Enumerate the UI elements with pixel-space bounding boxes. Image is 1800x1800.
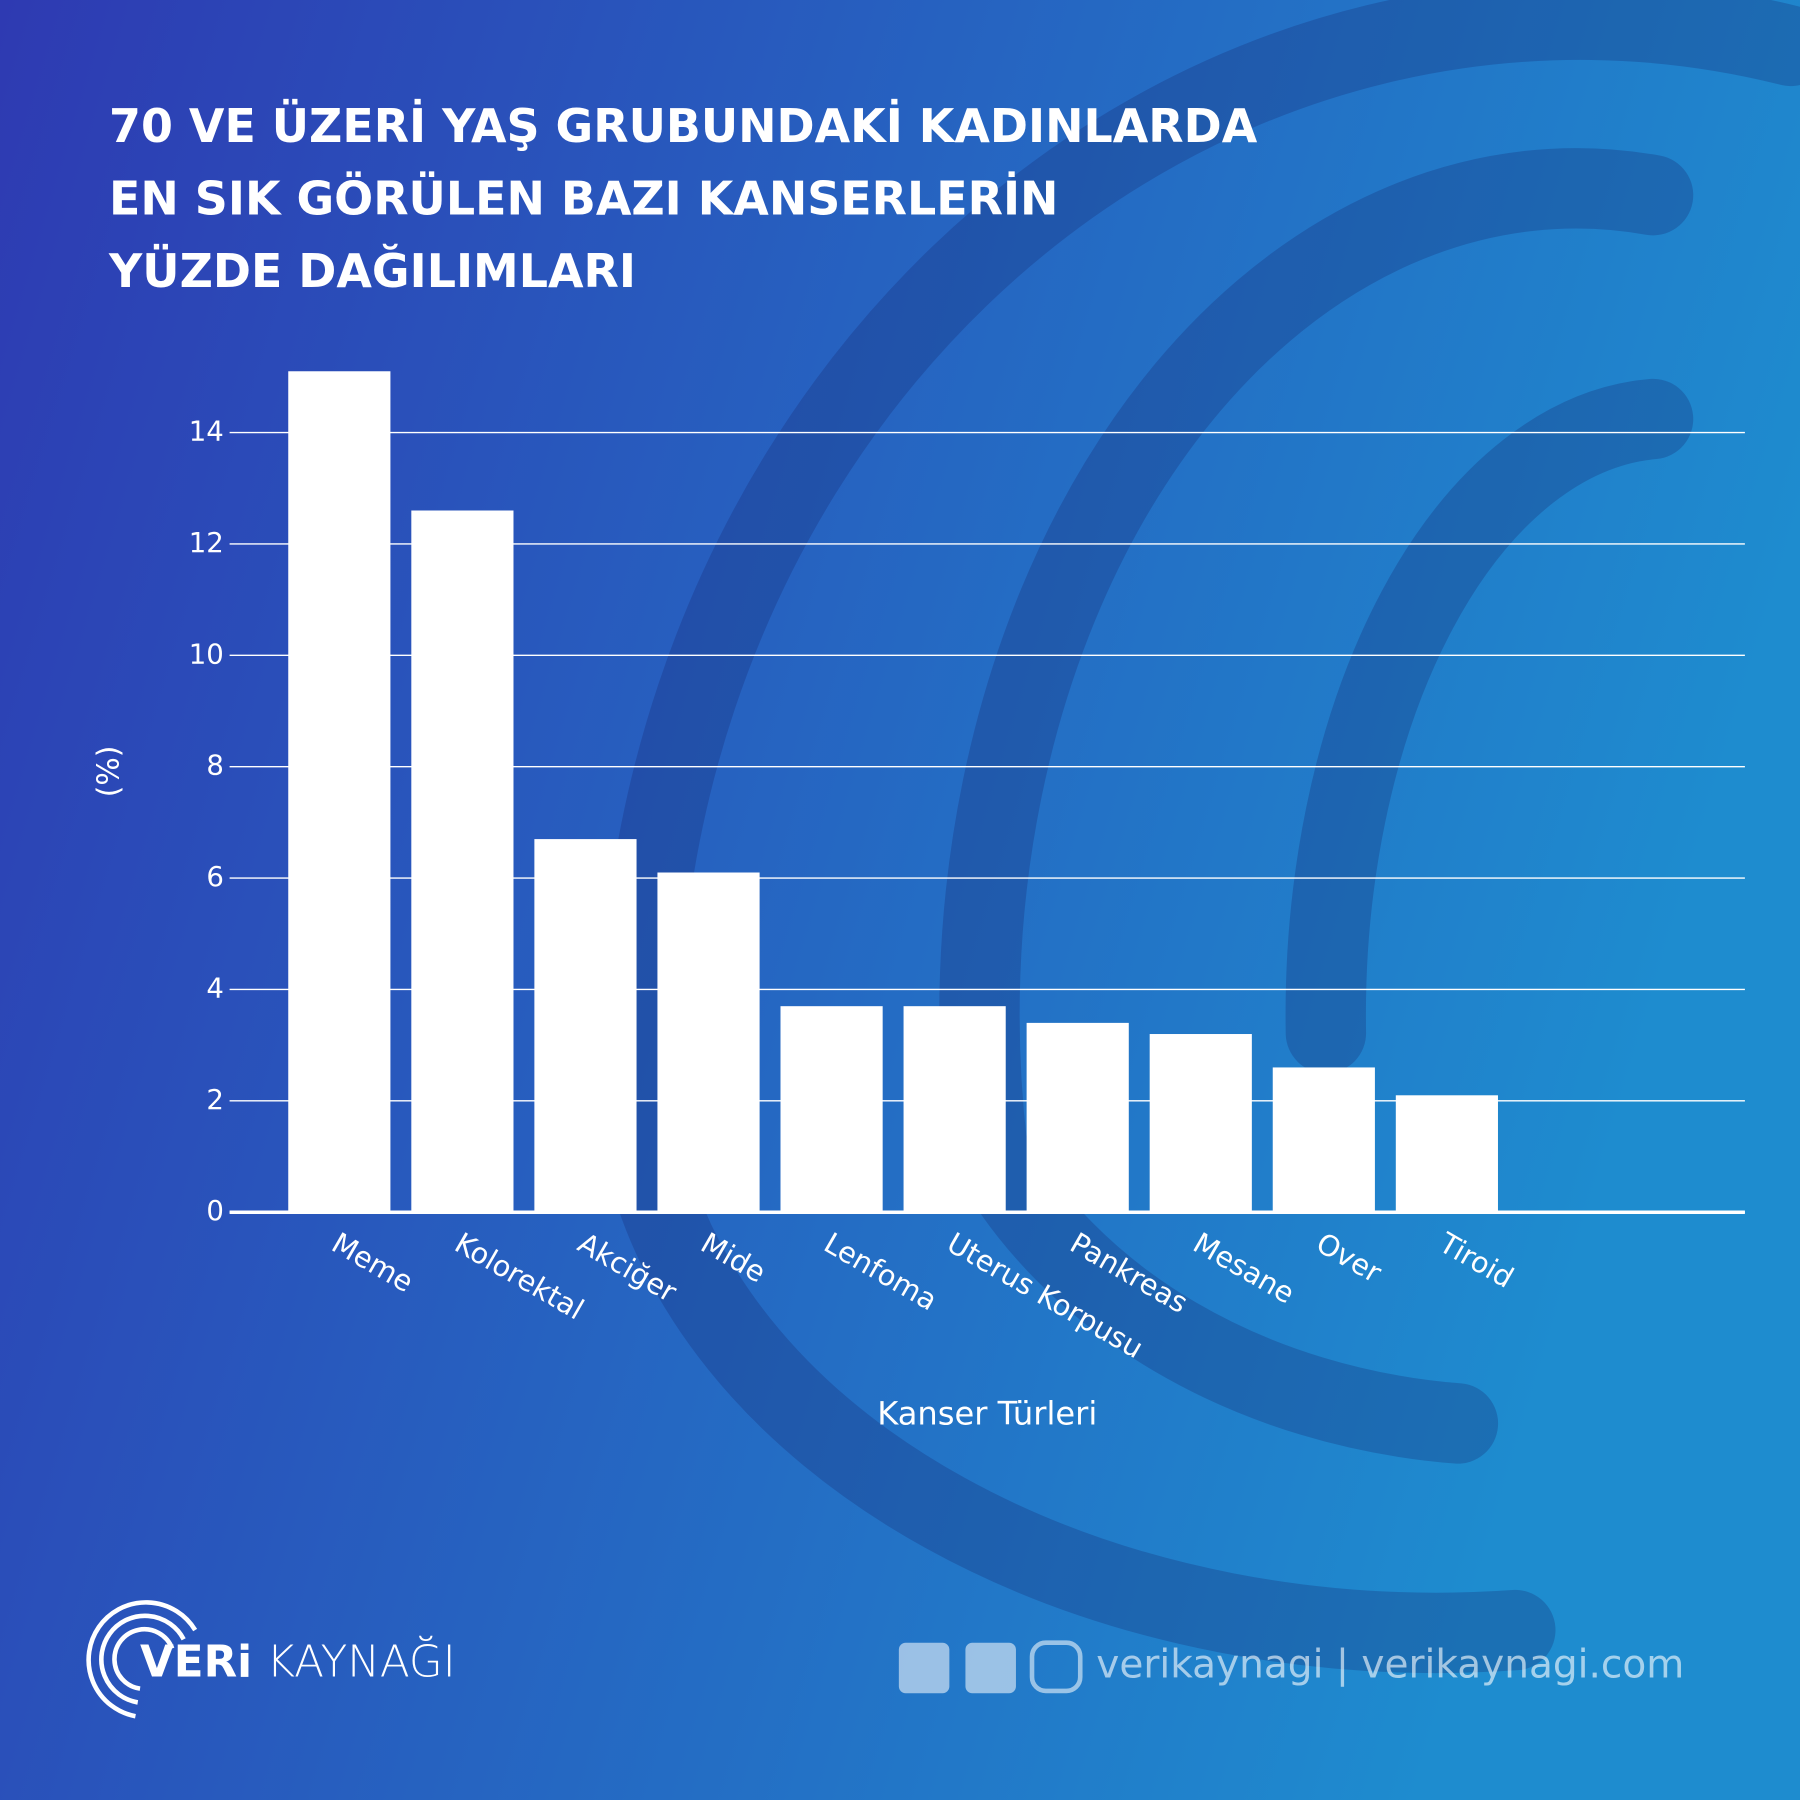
brand: KAYNAĞI (266, 1635, 455, 1688)
bar (903, 1006, 1006, 1213)
bar (1026, 1022, 1129, 1213)
y-tick-label: 14 (189, 416, 224, 448)
chart-title: 70 VE ÜZERİ YAŞ GRUBUNDAKİ KADINLARDA (109, 99, 1258, 153)
logo (86, 1600, 198, 1719)
brand: VERi (140, 1638, 252, 1688)
y-tick-label: 10 (189, 638, 224, 670)
bar (534, 839, 637, 1213)
chart-title: YÜZDE DAĞILIMLARI (108, 244, 636, 298)
y-tick-label: 0 (206, 1195, 224, 1227)
y-tick-label: 12 (189, 527, 224, 559)
bar (288, 371, 391, 1213)
social-icons (898, 1640, 1083, 1694)
y-axis-label: (%) (92, 746, 127, 798)
y-tick-label: 2 (206, 1084, 224, 1116)
y-tick-label: 6 (206, 861, 224, 893)
decor-arcs (598, 0, 1800, 1674)
bar (1149, 1034, 1252, 1213)
footer-handle: verikaynagi | verikaynagi.com (1096, 1642, 1684, 1687)
bar (780, 1006, 883, 1213)
bar (1395, 1095, 1498, 1213)
x-axis-label: Kanser Türleri (877, 1394, 1097, 1432)
chart-title: EN SIK GÖRÜLEN BAZI KANSERLERİN (109, 172, 1058, 226)
bar (657, 872, 760, 1213)
bar (411, 510, 514, 1213)
y-tick-label: 4 (206, 972, 224, 1004)
bar (1272, 1067, 1375, 1213)
y-tick-label: 8 (206, 750, 224, 782)
